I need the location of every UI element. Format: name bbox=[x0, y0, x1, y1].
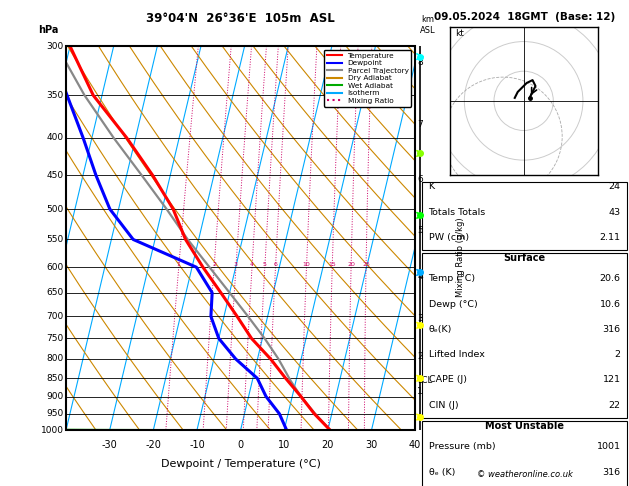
Text: Dewpoint / Temperature (°C): Dewpoint / Temperature (°C) bbox=[160, 459, 321, 469]
Text: 09.05.2024  18GMT  (Base: 12): 09.05.2024 18GMT (Base: 12) bbox=[434, 12, 615, 22]
Text: 316: 316 bbox=[603, 468, 621, 477]
Text: CAPE (J): CAPE (J) bbox=[428, 376, 467, 384]
Text: 550: 550 bbox=[47, 235, 64, 244]
Text: -10: -10 bbox=[189, 440, 205, 450]
Text: Temp (°C): Temp (°C) bbox=[428, 275, 476, 283]
Text: 5: 5 bbox=[417, 226, 423, 235]
Text: 700: 700 bbox=[47, 312, 64, 321]
Text: 900: 900 bbox=[47, 392, 64, 401]
Text: 1: 1 bbox=[417, 387, 423, 397]
Text: K: K bbox=[428, 182, 435, 191]
Text: 350: 350 bbox=[47, 91, 64, 100]
Text: 850: 850 bbox=[47, 374, 64, 383]
Text: 0: 0 bbox=[238, 440, 243, 450]
Legend: Temperature, Dewpoint, Parcel Trajectory, Dry Adiabat, Wet Adiabat, Isotherm, Mi: Temperature, Dewpoint, Parcel Trajectory… bbox=[324, 50, 411, 107]
Text: 650: 650 bbox=[47, 288, 64, 297]
Text: 121: 121 bbox=[603, 376, 621, 384]
Text: 5: 5 bbox=[263, 262, 267, 267]
Text: 20: 20 bbox=[321, 440, 334, 450]
Text: Lifted Index: Lifted Index bbox=[428, 350, 484, 359]
Bar bbox=[422, 182, 627, 250]
Text: 7: 7 bbox=[417, 120, 423, 129]
Text: 6: 6 bbox=[274, 262, 277, 267]
Text: 750: 750 bbox=[47, 334, 64, 343]
Text: 2.11: 2.11 bbox=[599, 233, 621, 242]
Text: 2: 2 bbox=[212, 262, 216, 267]
Text: 450: 450 bbox=[47, 171, 64, 180]
Text: 300: 300 bbox=[47, 42, 64, 51]
Text: 800: 800 bbox=[47, 354, 64, 364]
Text: 15: 15 bbox=[328, 262, 336, 267]
Text: 4: 4 bbox=[417, 272, 423, 280]
Text: PW (cm): PW (cm) bbox=[428, 233, 469, 242]
Text: 1001: 1001 bbox=[597, 442, 621, 451]
Text: -30: -30 bbox=[102, 440, 118, 450]
Text: 3: 3 bbox=[234, 262, 238, 267]
Text: Totals Totals: Totals Totals bbox=[428, 208, 486, 217]
Text: Pressure (mb): Pressure (mb) bbox=[428, 442, 495, 451]
Text: 950: 950 bbox=[47, 409, 64, 418]
Bar bbox=[422, 253, 627, 418]
Text: LCL: LCL bbox=[417, 376, 433, 385]
Text: Dewp (°C): Dewp (°C) bbox=[428, 300, 477, 309]
Text: 4: 4 bbox=[250, 262, 254, 267]
Text: 3: 3 bbox=[417, 314, 423, 323]
Text: 10.6: 10.6 bbox=[599, 300, 621, 309]
Text: -20: -20 bbox=[145, 440, 161, 450]
Text: 20.6: 20.6 bbox=[599, 275, 621, 283]
Text: km
ASL: km ASL bbox=[420, 15, 436, 35]
Text: 24: 24 bbox=[609, 182, 621, 191]
Text: 10: 10 bbox=[278, 440, 291, 450]
Text: 316: 316 bbox=[603, 325, 621, 334]
Text: 10: 10 bbox=[303, 262, 310, 267]
Text: 2: 2 bbox=[615, 350, 621, 359]
Text: Most Unstable: Most Unstable bbox=[485, 421, 564, 431]
Text: θₑ (K): θₑ (K) bbox=[428, 468, 455, 477]
Bar bbox=[422, 421, 627, 486]
Text: 600: 600 bbox=[47, 263, 64, 272]
Text: 8: 8 bbox=[417, 58, 423, 67]
Text: 1000: 1000 bbox=[41, 426, 64, 434]
Text: 2: 2 bbox=[417, 352, 423, 362]
Text: hPa: hPa bbox=[38, 25, 58, 35]
Text: 6: 6 bbox=[417, 175, 423, 184]
Text: kt: kt bbox=[455, 29, 464, 37]
Text: θₑ(K): θₑ(K) bbox=[428, 325, 452, 334]
Text: 20: 20 bbox=[347, 262, 355, 267]
Text: 25: 25 bbox=[362, 262, 370, 267]
Text: 30: 30 bbox=[365, 440, 377, 450]
Text: Mixing Ratio (g/kg): Mixing Ratio (g/kg) bbox=[457, 218, 465, 297]
Text: 1: 1 bbox=[177, 262, 181, 267]
Text: Surface: Surface bbox=[504, 253, 545, 263]
Text: 40: 40 bbox=[409, 440, 421, 450]
Text: 39°04'N  26°36'E  105m  ASL: 39°04'N 26°36'E 105m ASL bbox=[146, 12, 335, 25]
Text: 400: 400 bbox=[47, 134, 64, 142]
Text: 22: 22 bbox=[609, 401, 621, 410]
Text: 500: 500 bbox=[47, 205, 64, 213]
Text: 43: 43 bbox=[608, 208, 621, 217]
Text: CIN (J): CIN (J) bbox=[428, 401, 458, 410]
Text: © weatheronline.co.uk: © weatheronline.co.uk bbox=[477, 469, 572, 479]
